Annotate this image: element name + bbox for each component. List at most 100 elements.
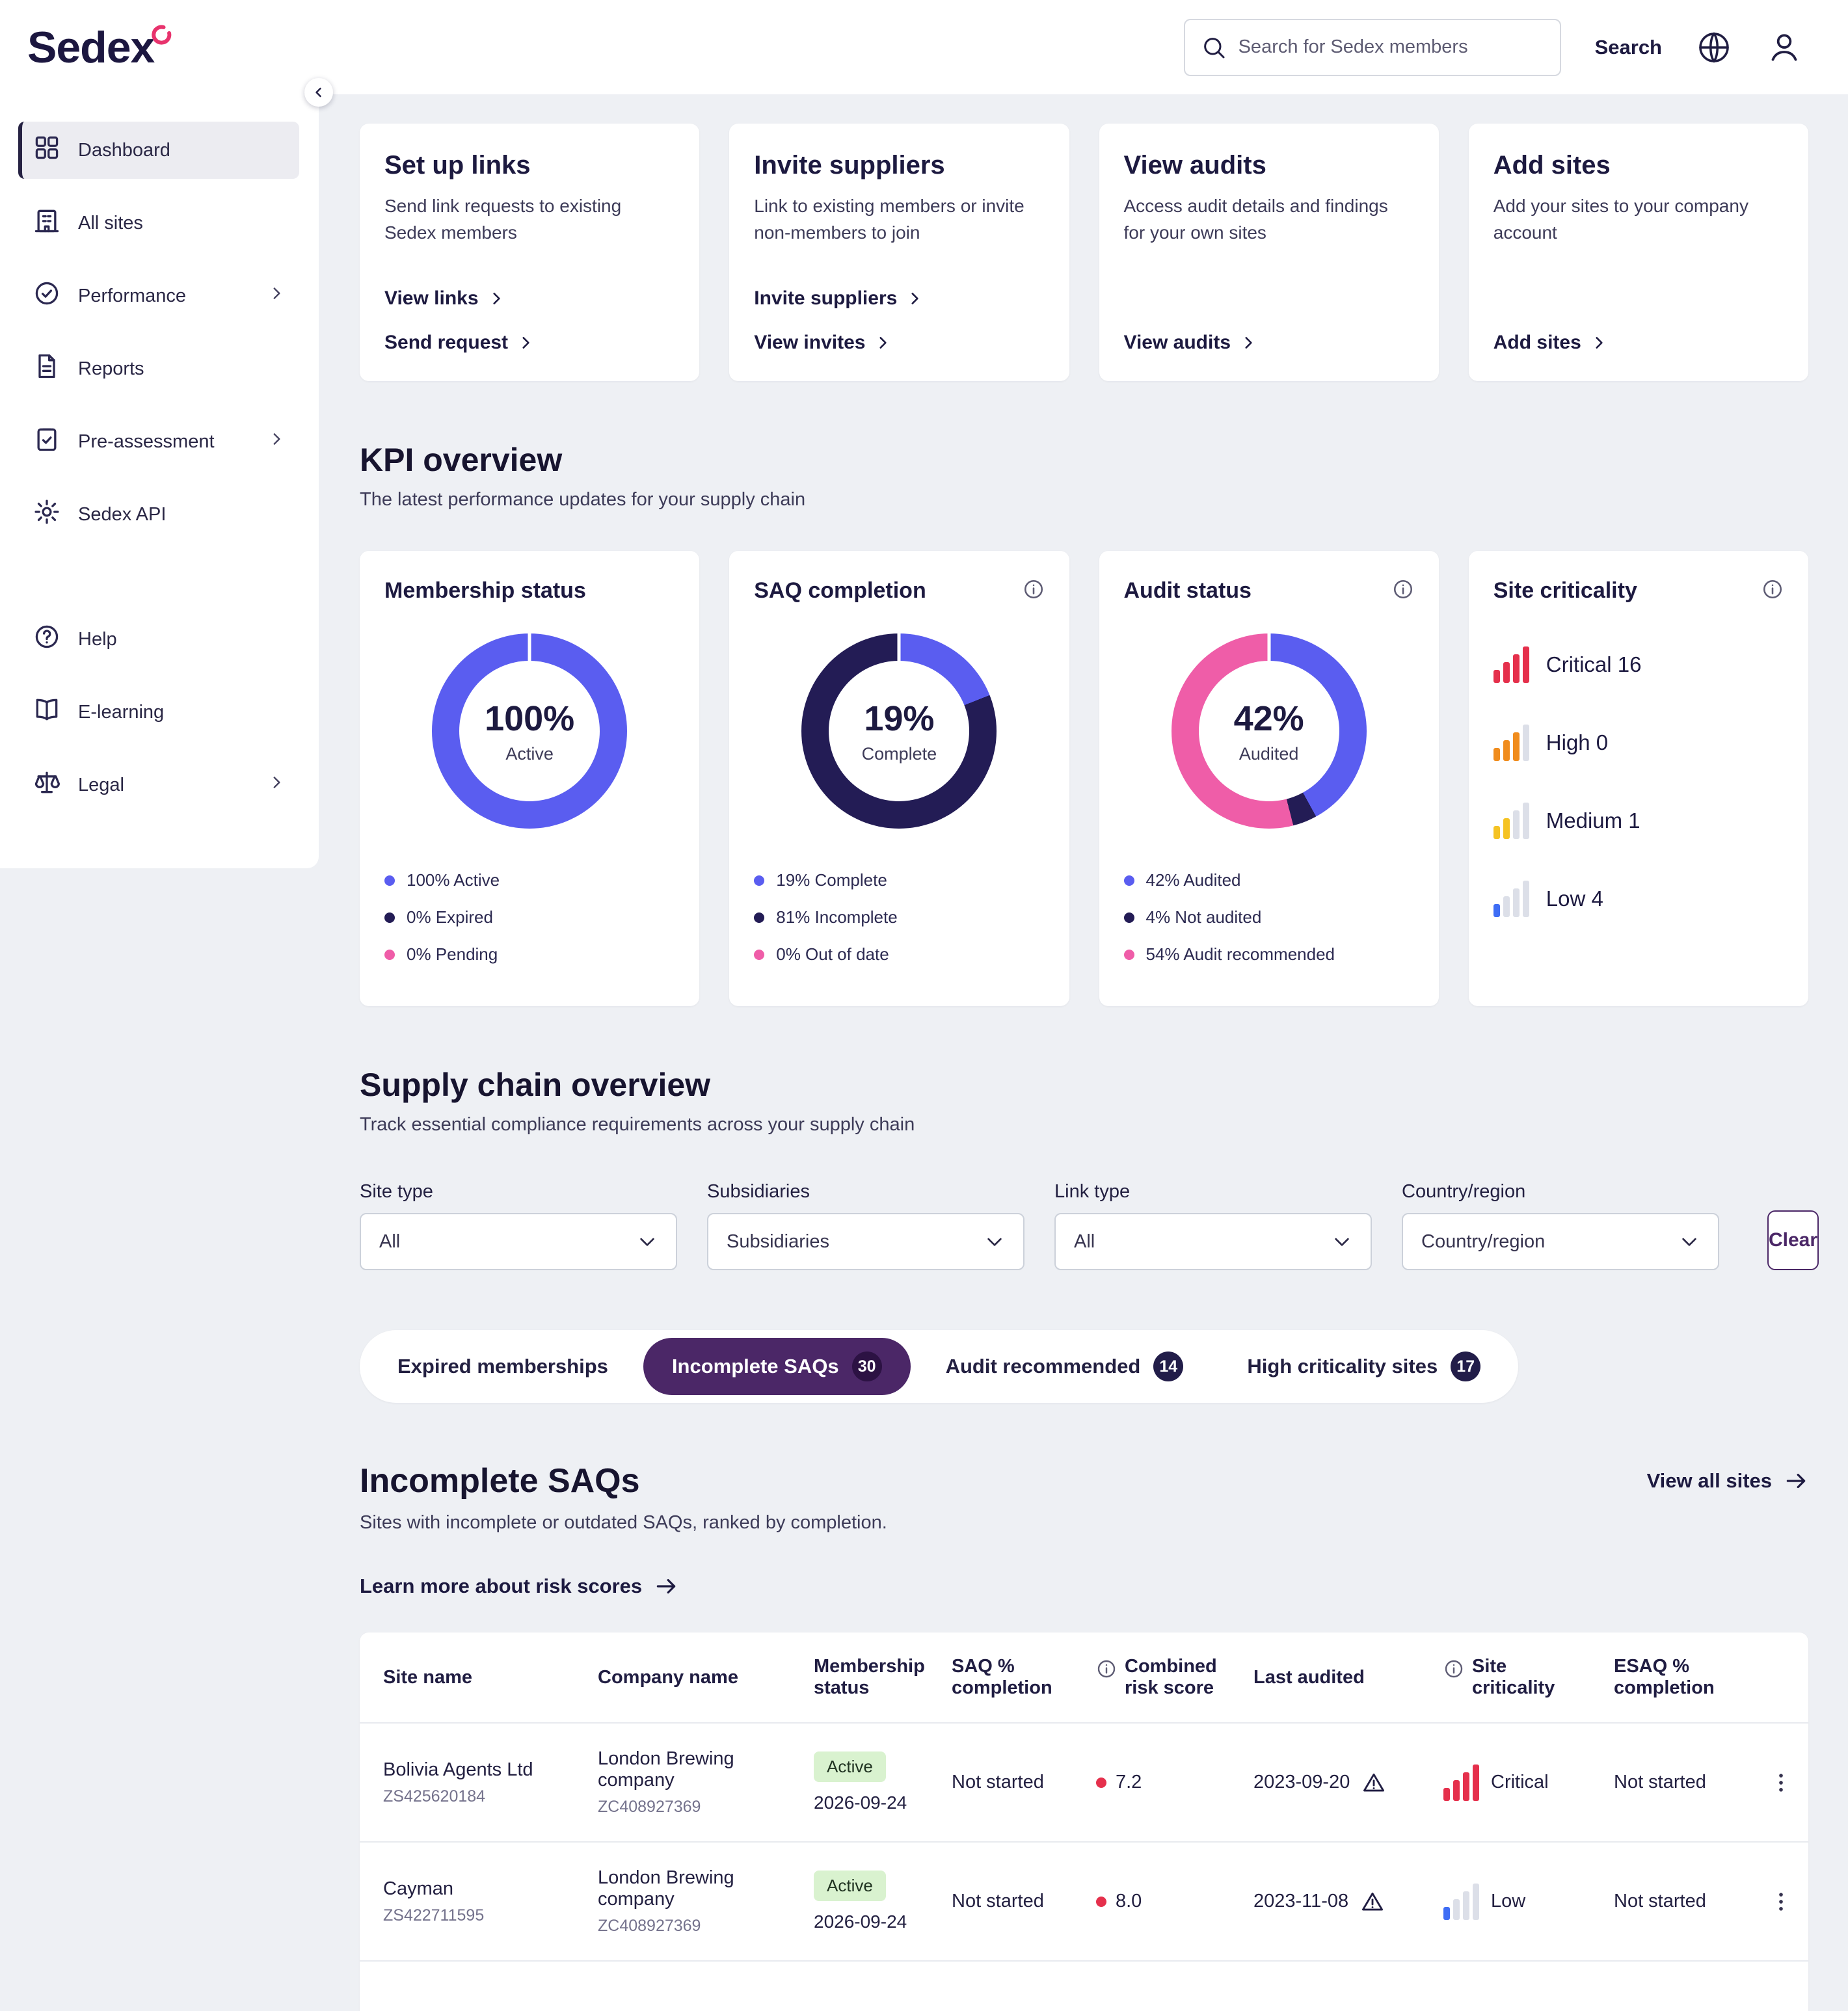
sidebar-spacer <box>18 559 299 611</box>
legend-label: 100% Active <box>407 870 500 890</box>
info-icon[interactable] <box>1096 1658 1117 1685</box>
country-region-select[interactable]: Country/region <box>1402 1213 1719 1270</box>
legend-label: 19% Complete <box>776 870 887 890</box>
select-value: All <box>1074 1231 1095 1252</box>
criticality-bars-icon <box>1443 1764 1479 1801</box>
tab-label: Expired memberships <box>397 1355 608 1378</box>
chevron-right-icon <box>268 431 285 453</box>
card-title: Invite suppliers <box>754 151 945 180</box>
col-site-criticality: Site criticality <box>1432 1632 1602 1723</box>
legend-label: 81% Incomplete <box>776 907 898 927</box>
donut-label: Active <box>505 743 554 764</box>
legend-dot <box>384 875 395 886</box>
account-icon[interactable] <box>1766 29 1802 66</box>
saq-donut-chart: 19% Complete <box>801 633 997 829</box>
legend-item: 19% Complete <box>754 870 1044 890</box>
sidebar-item-legal[interactable]: Legal <box>18 756 299 814</box>
sidebar-item-reports[interactable]: Reports <box>18 340 299 397</box>
tab-high-criticality-sites[interactable]: High criticality sites 17 <box>1218 1338 1509 1395</box>
saq-legend: 19% Complete 81% Incomplete 0% Out of da… <box>754 870 1044 965</box>
supply-chain-heading: Supply chain overview <box>360 1067 711 1103</box>
link-label: View invites <box>754 332 866 353</box>
card-description: Link to existing members or invite non-m… <box>754 196 1024 243</box>
kpi-cards: Membership status 100% Active 100% Activ… <box>360 551 1808 1006</box>
row-actions-button[interactable] <box>1765 1770 1797 1796</box>
arrow-right-icon <box>656 1578 676 1594</box>
subsidiaries-select[interactable]: Subsidiaries <box>707 1213 1024 1270</box>
legend-label: 0% Out of date <box>776 944 889 964</box>
sidebar-collapse-button[interactable] <box>304 78 333 107</box>
info-icon[interactable] <box>1443 1658 1464 1685</box>
info-icon[interactable] <box>1761 578 1784 604</box>
filter-label: Site type <box>360 1181 433 1202</box>
sidebar-item-e-learning[interactable]: E-learning <box>18 684 299 741</box>
risk-score-value: 8.0 <box>1116 1891 1142 1911</box>
view-all-sites-link[interactable]: View all sites <box>1647 1469 1808 1493</box>
col-site-name: Site name <box>383 1666 472 1688</box>
tab-audit-recommended[interactable]: Audit recommended 14 <box>917 1338 1212 1395</box>
criticality-bars-icon <box>1493 725 1529 761</box>
kpi-card-site-criticality: Site criticality Critical 16 High 0 Medi… <box>1468 551 1808 1006</box>
incomplete-saqs-table: Site name Company name Membership status… <box>360 1632 1808 2011</box>
view-invites-link[interactable]: View invites <box>754 332 1044 354</box>
audit-legend: 42% Audited 4% Not audited 54% Audit rec… <box>1123 870 1414 965</box>
criticality-label: High 0 <box>1546 730 1609 754</box>
sidebar-item-performance[interactable]: Performance <box>18 267 299 325</box>
sidebar-item-label: Performance <box>78 285 187 306</box>
legend-dot <box>384 949 395 960</box>
kpi-card-title: Audit status <box>1123 578 1252 603</box>
tab-count-badge: 17 <box>1451 1352 1481 1381</box>
criticality-item-high: High 0 <box>1493 725 1784 761</box>
clear-filters-button[interactable]: Clear <box>1767 1210 1819 1270</box>
sedex-logo[interactable]: Sedex <box>27 22 172 73</box>
view-audits-link[interactable]: View audits <box>1124 332 1414 354</box>
language-globe-icon[interactable] <box>1696 29 1732 66</box>
info-icon[interactable] <box>1023 578 1045 604</box>
membership-status-badge: Active <box>814 1871 886 1901</box>
tab-incomplete-saqs[interactable]: Incomplete SAQs 30 <box>643 1338 911 1395</box>
col-last-audited: Last audited <box>1253 1666 1365 1688</box>
sidebar-item-dashboard[interactable]: Dashboard <box>18 122 299 179</box>
legend-label: 0% Pending <box>407 944 498 964</box>
gear-icon <box>33 498 61 531</box>
chevron-right-icon <box>1245 337 1252 349</box>
link-type-select[interactable]: All <box>1054 1213 1372 1270</box>
search-button[interactable]: Search <box>1594 35 1662 59</box>
building-icon <box>33 206 61 240</box>
col-saq-completion: SAQ % completion <box>952 1656 1052 1698</box>
legend-dot <box>1123 875 1134 886</box>
sidebar-item-sedex-api[interactable]: Sedex API <box>18 486 299 543</box>
member-search[interactable] <box>1183 18 1561 76</box>
criticality-item-medium: Medium 1 <box>1493 803 1784 839</box>
tab-count-badge: 14 <box>1153 1352 1184 1381</box>
tab-label: High criticality sites <box>1247 1355 1438 1378</box>
filter-site-type: Site type All <box>360 1181 677 1270</box>
membership-expiry-date: 2026-09-24 <box>814 1911 907 1932</box>
add-sites-link[interactable]: Add sites <box>1493 332 1784 354</box>
membership-donut-chart: 100% Active <box>432 633 628 829</box>
legend-item: 100% Active <box>384 870 675 890</box>
invite-suppliers-link[interactable]: Invite suppliers <box>754 287 1044 310</box>
view-links-link[interactable]: View links <box>384 287 675 310</box>
site-name: Bolivia Agents Ltd <box>383 1759 533 1780</box>
learn-more-risk-scores-link[interactable]: Learn more about risk scores <box>360 1574 678 1599</box>
filter-link-type: Link type All <box>1054 1181 1372 1270</box>
link-label: View audits <box>1123 332 1231 353</box>
row-actions-button[interactable] <box>1765 1889 1797 1915</box>
esaq-completion-value: Not started <box>1614 1772 1706 1792</box>
search-input[interactable] <box>1238 36 1544 58</box>
filter-label: Link type <box>1054 1181 1131 1202</box>
site-type-select[interactable]: All <box>360 1213 677 1270</box>
sidebar-item-help[interactable]: Help <box>18 611 299 668</box>
sidebar-item-pre-assessment[interactable]: Pre-assessment <box>18 413 299 470</box>
tab-expired-memberships[interactable]: Expired memberships <box>369 1338 637 1395</box>
tab-label: Audit recommended <box>945 1355 1141 1378</box>
filter-subsidiaries: Subsidiaries Subsidiaries <box>707 1181 1024 1270</box>
supply-chain-tabs: Expired memberships Incomplete SAQs 30 A… <box>360 1330 1519 1403</box>
audit-donut-chart: 42% Audited <box>1171 633 1367 829</box>
sidebar-item-all-sites[interactable]: All sites <box>18 194 299 252</box>
legend-dot <box>1123 949 1134 960</box>
send-request-link[interactable]: Send request <box>384 332 675 354</box>
info-icon[interactable] <box>1392 578 1414 604</box>
incomplete-saqs-heading: Incomplete SAQs <box>360 1462 640 1500</box>
